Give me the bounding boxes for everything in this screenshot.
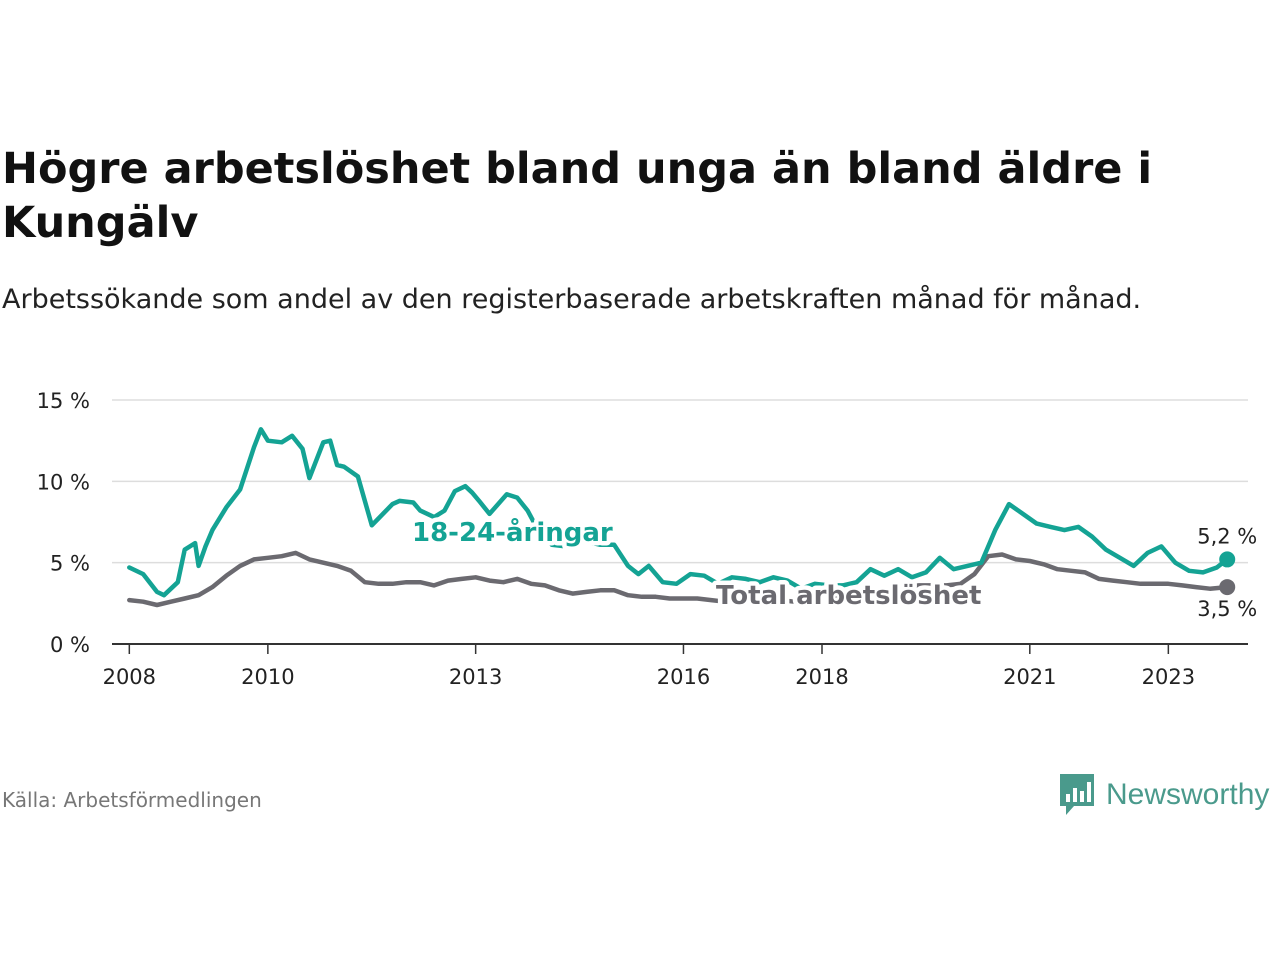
y-tick-label: 5 % <box>50 552 90 576</box>
x-tick-label: 2023 <box>1142 665 1195 689</box>
end-label-total: 3,5 % <box>1197 597 1257 621</box>
end-point-total <box>1219 579 1236 596</box>
series-label-youth-halo: 18-24-åringar <box>412 516 613 548</box>
y-tick-label: 15 % <box>37 389 90 413</box>
end-label-youth: 5,2 % <box>1197 524 1257 548</box>
y-tick-label: 10 % <box>37 470 90 494</box>
x-tick-label: 2021 <box>1003 665 1056 689</box>
source-note: Källa: Arbetsförmedlingen <box>2 788 262 812</box>
brand-logo: Newsworthy <box>1058 772 1269 818</box>
series-line-total <box>127 550 1230 608</box>
end-point-youth <box>1219 551 1236 568</box>
newsworthy-logo-icon <box>1060 774 1094 815</box>
series-lines <box>127 427 1236 608</box>
x-tick-label: 2008 <box>103 665 156 689</box>
x-tick-label: 2016 <box>657 665 710 689</box>
chart-subtitle: Arbetssökande som andel av den registerb… <box>2 284 1142 315</box>
chart-title: Högre arbetslöshet bland unga än bland ä… <box>2 144 1153 248</box>
series-label-youth: 18-24-åringar <box>412 516 613 548</box>
grid-lines <box>112 399 1248 564</box>
x-tick-label: 2018 <box>795 665 848 689</box>
x-tick-label: 2010 <box>241 665 294 689</box>
y-tick-label: 0 % <box>50 633 90 657</box>
series-label-total: Total arbetslöshet <box>716 581 981 611</box>
axes: 0 % 5 % 10 % 15 % 2008 2010 2013 2016 2018 2021 20… <box>37 389 1248 689</box>
series-label-total-halo: Total arbetslöshet <box>716 581 981 611</box>
brand-name: Newsworthy <box>1106 778 1270 811</box>
x-tick-label: 2013 <box>449 665 502 689</box>
series-line-youth <box>127 427 1230 598</box>
